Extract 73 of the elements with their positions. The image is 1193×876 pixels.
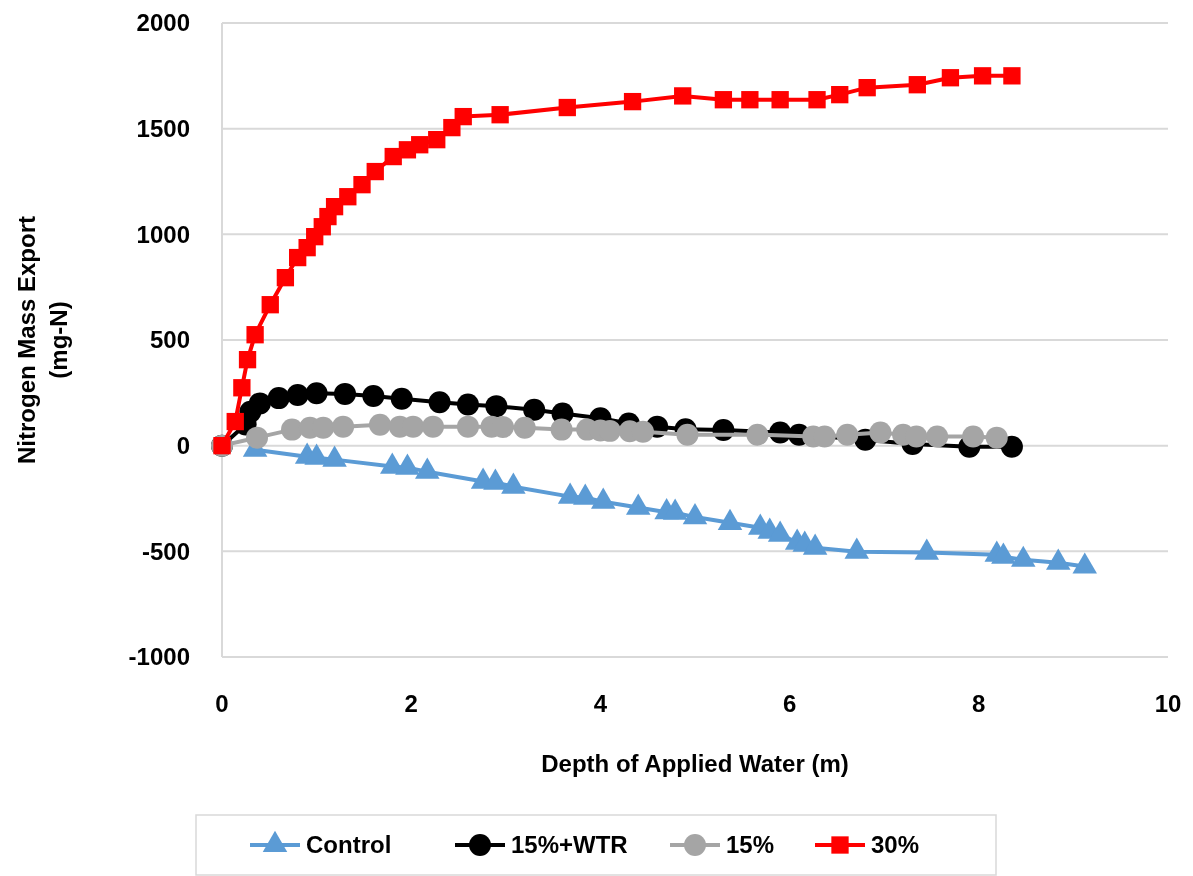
point bbox=[741, 91, 759, 109]
point bbox=[267, 387, 290, 410]
point bbox=[238, 350, 257, 369]
y-tick-label: 2000 bbox=[136, 9, 190, 37]
legend-label: Control bbox=[306, 831, 392, 859]
point bbox=[714, 91, 733, 109]
point bbox=[908, 76, 926, 94]
point bbox=[305, 382, 328, 405]
point bbox=[276, 269, 295, 287]
point bbox=[771, 91, 789, 109]
point bbox=[926, 425, 949, 448]
point bbox=[1000, 435, 1023, 458]
point bbox=[366, 162, 384, 181]
point bbox=[368, 413, 391, 436]
point bbox=[623, 92, 642, 111]
legend-label: 15%+WTR bbox=[511, 831, 628, 859]
x-tick-label: 10 bbox=[1154, 690, 1182, 717]
point bbox=[332, 415, 355, 438]
point bbox=[390, 387, 413, 410]
point bbox=[558, 98, 576, 117]
point bbox=[550, 418, 573, 441]
point bbox=[523, 398, 546, 421]
point bbox=[246, 326, 264, 344]
point bbox=[962, 425, 985, 448]
y-tick-label: 500 bbox=[149, 326, 190, 354]
point bbox=[411, 136, 429, 154]
point bbox=[869, 421, 892, 444]
point bbox=[421, 415, 444, 438]
point bbox=[858, 79, 876, 97]
point bbox=[362, 385, 385, 407]
y-tick-label: 1000 bbox=[136, 220, 190, 248]
point bbox=[281, 418, 303, 441]
point bbox=[1003, 67, 1021, 85]
point bbox=[485, 395, 508, 418]
y-tick-label: -1000 bbox=[128, 643, 190, 671]
point bbox=[836, 423, 859, 446]
legend-label: 15% bbox=[726, 831, 775, 859]
y-axis-title: Nitrogen Mass Export (mg-N) bbox=[13, 215, 72, 465]
point bbox=[353, 176, 371, 194]
point bbox=[985, 426, 1008, 449]
point bbox=[676, 423, 699, 446]
point bbox=[339, 188, 357, 206]
point bbox=[248, 392, 271, 415]
x-tick-label: 0 bbox=[215, 690, 229, 717]
point bbox=[428, 131, 446, 149]
point bbox=[674, 87, 692, 105]
point bbox=[456, 393, 479, 416]
point bbox=[428, 391, 451, 414]
point bbox=[233, 379, 251, 397]
point bbox=[454, 107, 472, 126]
point bbox=[808, 91, 826, 109]
y-tick-label: 1500 bbox=[136, 115, 190, 143]
point bbox=[226, 412, 244, 431]
point bbox=[746, 423, 769, 446]
legend-label: 30% bbox=[871, 831, 920, 859]
point bbox=[513, 416, 536, 439]
point bbox=[456, 415, 479, 438]
point bbox=[831, 85, 849, 104]
point bbox=[905, 425, 928, 448]
point bbox=[261, 296, 279, 314]
point bbox=[246, 426, 268, 449]
x-tick-label: 8 bbox=[972, 690, 986, 717]
y-tick-label: 0 bbox=[176, 432, 190, 460]
point bbox=[286, 383, 309, 406]
y-tick-label: -500 bbox=[141, 537, 190, 565]
x-tick-label: 4 bbox=[593, 690, 608, 717]
point bbox=[491, 106, 509, 124]
x-axis-title: Depth of Applied Water (m) bbox=[541, 750, 849, 777]
point bbox=[973, 67, 992, 85]
point bbox=[333, 382, 356, 405]
x-tick-label: 6 bbox=[782, 690, 797, 717]
x-tick-label: 2 bbox=[404, 690, 418, 717]
point bbox=[941, 69, 960, 87]
